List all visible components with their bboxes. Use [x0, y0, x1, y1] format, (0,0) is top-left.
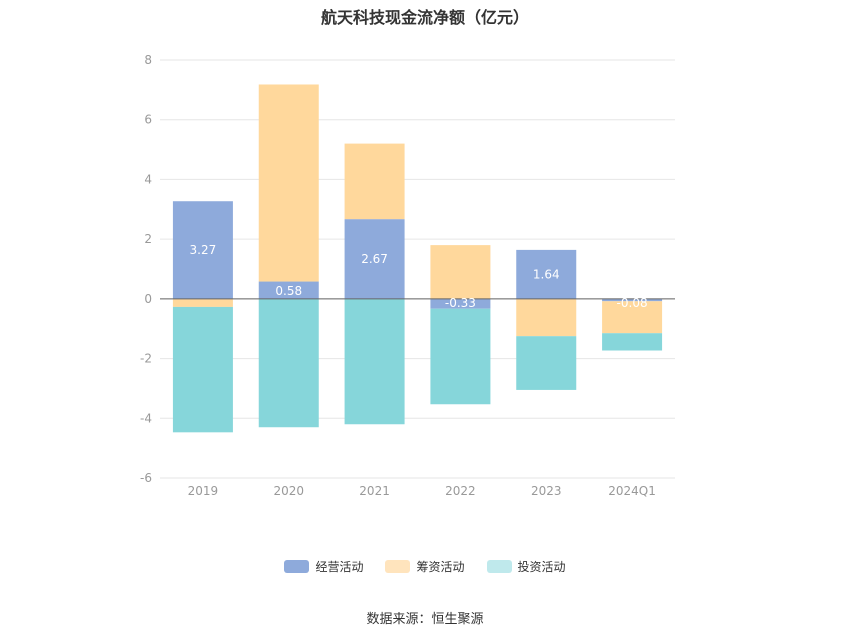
bar-chart: -6 -4 -2 0 2 4 6 8 2019 2020 2021 2022 2023 2024Q1 3.2… — [140, 53, 675, 498]
chart-title: 航天科技现金流净额（亿元） — [320, 8, 529, 27]
bar-1-2022 — [430, 245, 491, 299]
y-tick-label: 6 — [144, 113, 152, 127]
legend-swatch — [486, 560, 512, 573]
bar-0-2019 — [172, 201, 233, 299]
x-tick-label: 2023 — [531, 484, 562, 498]
source-note: 数据来源：恒生聚源 — [366, 612, 484, 627]
data-label: 1.64 — [533, 267, 560, 281]
x-tick-label: 2024Q1 — [608, 484, 656, 498]
y-tick-label: -4 — [140, 411, 152, 425]
bar-1-2019 — [172, 298, 233, 307]
x-tick-label: 2020 — [273, 484, 304, 498]
y-tick-label: 0 — [144, 292, 152, 306]
bar-2-2024Q1 — [602, 333, 663, 351]
bar-1-2024Q1 — [602, 301, 663, 334]
data-label: 3.27 — [190, 243, 217, 257]
legend-label: 筹资活动 — [416, 560, 465, 574]
legend-item[interactable]: 筹资活动 — [385, 558, 465, 575]
legend-swatch — [284, 560, 310, 573]
x-tick-label: 2019 — [188, 484, 219, 498]
bar-1-2020 — [258, 84, 319, 282]
bar-0-2022 — [430, 298, 491, 309]
x-tick-label: 2022 — [445, 484, 476, 498]
x-tick-label: 2021 — [359, 484, 390, 498]
legend-label: 投资活动 — [517, 560, 566, 574]
y-tick-label: -2 — [140, 352, 152, 366]
legend-item[interactable]: 投资活动 — [486, 558, 566, 575]
bar-0-2021 — [344, 219, 405, 299]
bar-0-2024Q1 — [602, 298, 663, 302]
bar-2-2021 — [344, 298, 405, 425]
legend-swatch — [385, 560, 411, 573]
y-tick-label: 2 — [144, 232, 152, 246]
legend-label: 经营活动 — [315, 560, 364, 574]
data-label: -0.08 — [617, 296, 648, 310]
legend-item[interactable]: 经营活动 — [284, 558, 363, 575]
data-label: 0.58 — [275, 284, 302, 298]
data-label: 2.67 — [361, 252, 388, 266]
y-tick-label: -6 — [140, 471, 152, 485]
data-label: -0.33 — [445, 296, 476, 310]
bar-2-2022 — [430, 308, 491, 405]
bar-0-2023 — [516, 249, 577, 299]
y-tick-label: 4 — [144, 172, 152, 186]
bar-2-2019 — [172, 306, 233, 433]
bar-1-2023 — [516, 298, 577, 337]
legend: 经营活动 筹资活动 投资活动 — [0, 558, 850, 575]
bar-1-2021 — [344, 143, 405, 220]
bar-0-2020 — [258, 281, 319, 299]
bar-2-2020 — [258, 298, 319, 428]
bar-2-2023 — [516, 336, 577, 390]
y-tick-label: 8 — [144, 53, 152, 67]
